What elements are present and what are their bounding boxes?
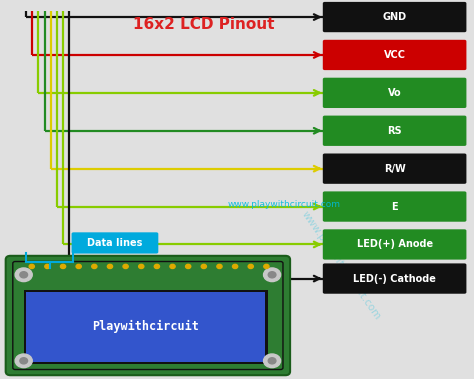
FancyBboxPatch shape [24,290,268,364]
FancyBboxPatch shape [6,256,290,375]
Circle shape [248,265,253,269]
Circle shape [264,268,281,282]
FancyBboxPatch shape [323,40,466,70]
Circle shape [29,265,34,269]
FancyBboxPatch shape [323,153,466,184]
Circle shape [61,265,65,269]
Text: 16x2 LCD Pinout: 16x2 LCD Pinout [133,17,274,32]
Text: www.playwithcircuit.com: www.playwithcircuit.com [228,200,341,209]
Circle shape [264,265,269,269]
Text: E: E [392,202,398,211]
Circle shape [20,272,27,278]
Circle shape [185,265,191,269]
Text: Vo: Vo [388,88,401,98]
FancyBboxPatch shape [323,78,466,108]
Circle shape [45,265,50,269]
FancyBboxPatch shape [26,292,265,362]
Text: Playwithcircuit: Playwithcircuit [92,320,199,334]
Text: LED(+) Anode: LED(+) Anode [356,240,433,249]
Circle shape [170,265,175,269]
Circle shape [201,265,206,269]
Circle shape [76,265,82,269]
Circle shape [138,265,144,269]
Circle shape [15,268,32,282]
Circle shape [217,265,222,269]
Text: VCC: VCC [383,50,406,60]
FancyBboxPatch shape [323,263,466,294]
Text: RS: RS [387,126,402,136]
Circle shape [20,358,27,364]
Text: Data lines: Data lines [87,238,143,248]
Circle shape [268,272,276,278]
Circle shape [15,354,32,368]
Text: www.playwithcircuit.com: www.playwithcircuit.com [300,209,383,321]
FancyBboxPatch shape [72,232,158,254]
FancyBboxPatch shape [323,191,466,222]
Circle shape [264,354,281,368]
Text: LED(-) Cathode: LED(-) Cathode [353,274,436,283]
FancyBboxPatch shape [323,229,466,260]
Circle shape [232,265,237,269]
Circle shape [91,265,97,269]
FancyBboxPatch shape [323,116,466,146]
Circle shape [154,265,159,269]
Circle shape [123,265,128,269]
Circle shape [107,265,112,269]
Text: GND: GND [383,12,407,22]
Text: R/W: R/W [384,164,405,174]
FancyBboxPatch shape [323,2,466,32]
Circle shape [268,358,276,364]
